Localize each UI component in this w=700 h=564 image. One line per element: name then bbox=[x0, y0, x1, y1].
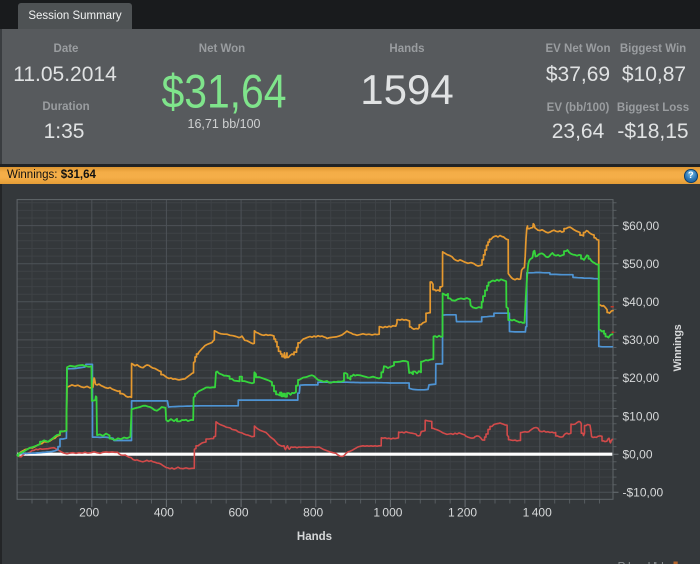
svg-text:$50,00: $50,00 bbox=[623, 257, 660, 271]
svg-text:P: P bbox=[618, 559, 626, 564]
svg-text:H: H bbox=[648, 559, 657, 564]
svg-text:b: b bbox=[628, 559, 635, 564]
svg-text:$20,00: $20,00 bbox=[623, 371, 660, 385]
svg-text:-$10,00: -$10,00 bbox=[623, 486, 664, 500]
svg-text:$10,00: $10,00 bbox=[623, 409, 660, 423]
svg-text:$40,00: $40,00 bbox=[623, 295, 660, 309]
svg-text:1 000: 1 000 bbox=[373, 506, 402, 520]
svg-text:200: 200 bbox=[79, 506, 99, 520]
svg-text:$30,00: $30,00 bbox=[623, 333, 660, 347]
svg-text:$60,00: $60,00 bbox=[623, 219, 660, 233]
svg-text:1 200: 1 200 bbox=[448, 506, 477, 520]
svg-text:400: 400 bbox=[154, 506, 174, 520]
svg-text:Winnings: Winnings bbox=[672, 324, 684, 371]
svg-text:1 400: 1 400 bbox=[523, 506, 552, 520]
svg-text:600: 600 bbox=[228, 506, 248, 520]
svg-text:800: 800 bbox=[303, 506, 323, 520]
svg-text:ld: ld bbox=[655, 559, 664, 564]
svg-text:Hands: Hands bbox=[297, 531, 332, 543]
svg-text:$0,00: $0,00 bbox=[623, 447, 653, 461]
